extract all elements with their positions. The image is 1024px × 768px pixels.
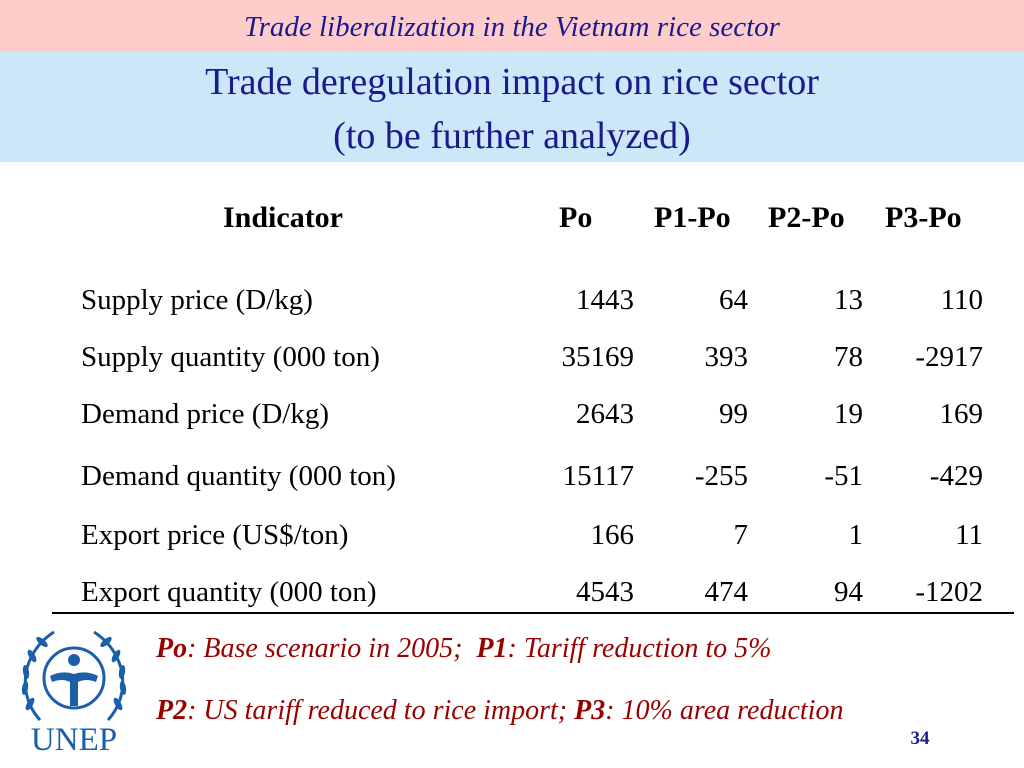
note-text-po: : Base scenario in 2005;	[187, 633, 463, 664]
slide-title-line-2: (to be further analyzed)	[333, 115, 691, 157]
cell-indicator: Demand quantity (000 ton)	[81, 460, 396, 492]
header-p1-po: P1-Po	[654, 201, 731, 234]
cell-p3-po: -429	[929, 460, 983, 492]
cell-po: 166	[590, 519, 635, 551]
cell-po: 35169	[561, 341, 635, 373]
cell-indicator: Export quantity (000 ton)	[81, 576, 377, 608]
header-p2-po: P2-Po	[768, 201, 845, 234]
header-po: Po	[559, 201, 593, 234]
cell-p1-po: 64	[719, 284, 748, 316]
table-row: Supply quantity (000 ton) 35169 393 78 -…	[52, 337, 1014, 377]
cell-po: 15117	[562, 460, 634, 492]
note-key-p2: P2	[156, 695, 188, 726]
cell-indicator: Supply quantity (000 ton)	[81, 341, 380, 373]
note-key-po: Po	[156, 633, 188, 664]
cell-p1-po: 7	[733, 519, 749, 551]
title-band: Trade deregulation impact on rice sector…	[0, 52, 1024, 162]
unep-emblem-icon: UNEP	[21, 630, 127, 758]
cell-p1-po: -255	[694, 460, 748, 492]
scenario-note-2: P2: US tariff reduced to rice import; P3…	[156, 694, 843, 728]
cell-p3-po: -2917	[915, 341, 983, 373]
cell-indicator: Supply price (D/kg)	[81, 284, 313, 316]
cell-p2-po: 78	[834, 341, 863, 373]
cell-po: 4543	[576, 576, 634, 608]
note-text-p2: : US tariff reduced to rice import;	[187, 695, 568, 726]
subtitle-band: Trade liberalization in the Vietnam rice…	[0, 0, 1024, 52]
cell-p2-po: -51	[824, 460, 863, 492]
cell-p3-po: 11	[955, 519, 983, 551]
cell-p1-po: 393	[704, 341, 749, 373]
table-row: Demand price (D/kg) 2643 99 19 169	[52, 394, 1014, 434]
cell-p1-po: 99	[719, 398, 748, 430]
cell-po: 1443	[576, 284, 634, 316]
table-row: Supply price (D/kg) 1443 64 13 110	[52, 280, 1014, 320]
unep-logo-text: UNEP	[31, 722, 117, 758]
unep-logo: UNEP	[10, 620, 138, 760]
slide-subtitle: Trade liberalization in the Vietnam rice…	[244, 11, 780, 43]
note-text-p1: : Tariff reduction to 5%	[507, 633, 772, 664]
note-key-p3: P3	[574, 695, 606, 726]
cell-p1-po: 474	[704, 576, 749, 608]
header-indicator: Indicator	[223, 201, 343, 234]
cell-p2-po: 1	[848, 519, 864, 551]
table-row: Demand quantity (000 ton) 15117 -255 -51…	[52, 456, 1014, 496]
note-text-p3: : 10% area reduction	[605, 695, 844, 726]
cell-p2-po: 13	[834, 284, 863, 316]
table-row: Export quantity (000 ton) 4543 474 94 -1…	[52, 572, 1014, 612]
slide-title-line-1: Trade deregulation impact on rice sector	[205, 61, 819, 103]
cell-indicator: Export price (US$/ton)	[81, 519, 349, 551]
cell-p3-po: -1202	[915, 576, 983, 608]
cell-p3-po: 169	[939, 398, 984, 430]
cell-p2-po: 94	[834, 576, 863, 608]
cell-po: 2643	[576, 398, 634, 430]
table-row: Export price (US$/ton) 166 7 1 11	[52, 515, 1014, 555]
cell-p2-po: 19	[834, 398, 863, 430]
scenario-note-1: Po: Base scenario in 2005; P1: Tariff re…	[156, 632, 771, 666]
header-p3-po: P3-Po	[885, 201, 962, 234]
cell-p3-po: 110	[940, 284, 983, 316]
page-number: 34	[910, 728, 930, 749]
note-key-p1: P1	[476, 633, 508, 664]
table-bottom-rule	[52, 612, 1014, 614]
cell-indicator: Demand price (D/kg)	[81, 398, 330, 430]
